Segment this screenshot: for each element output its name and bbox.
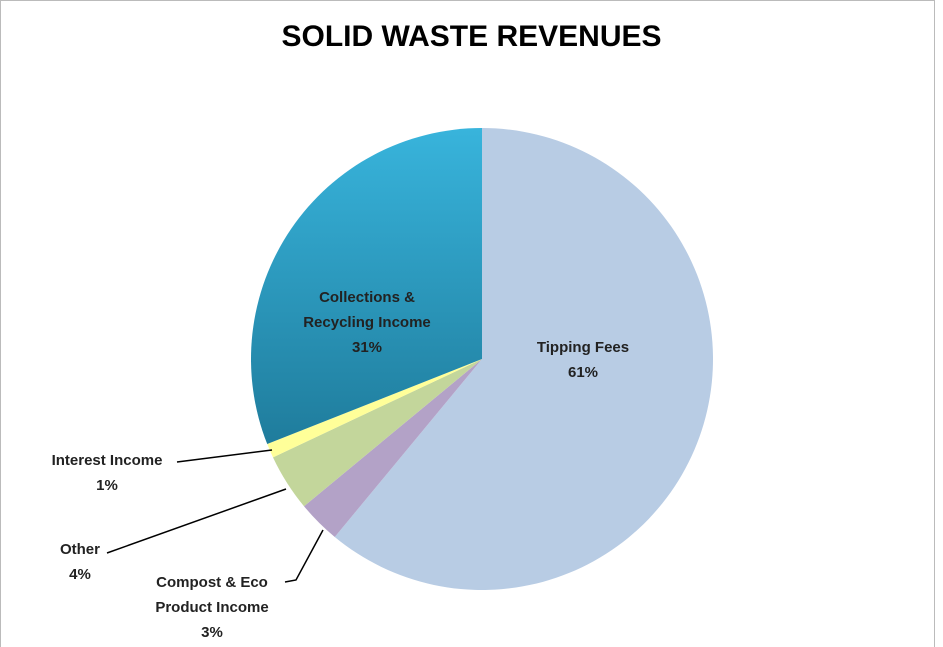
slice-percent: 61% xyxy=(567,364,599,381)
slice-percent: 31% xyxy=(351,339,383,356)
leader-line xyxy=(176,449,273,463)
pie-slice xyxy=(267,359,482,458)
slice-label: Interest Income xyxy=(51,452,163,469)
slice-percent: 3% xyxy=(201,624,223,641)
leader-line xyxy=(106,488,287,554)
pie-slice xyxy=(250,128,482,445)
pie-slice xyxy=(304,359,482,537)
slice-label: Collections & Recycling Income xyxy=(303,289,431,331)
pie-slice xyxy=(272,359,482,507)
slice-label: Tipping Fees xyxy=(536,339,630,356)
slice-percent: 1% xyxy=(96,477,118,494)
slice-percent: 4% xyxy=(69,566,91,583)
pie-slice xyxy=(334,128,713,590)
leader-line xyxy=(284,529,324,583)
chart-title: SOLID WASTE REVENUES xyxy=(281,20,662,53)
slice-label: Compost & Eco Product Income xyxy=(155,574,269,616)
slice-label: Other xyxy=(59,541,100,558)
